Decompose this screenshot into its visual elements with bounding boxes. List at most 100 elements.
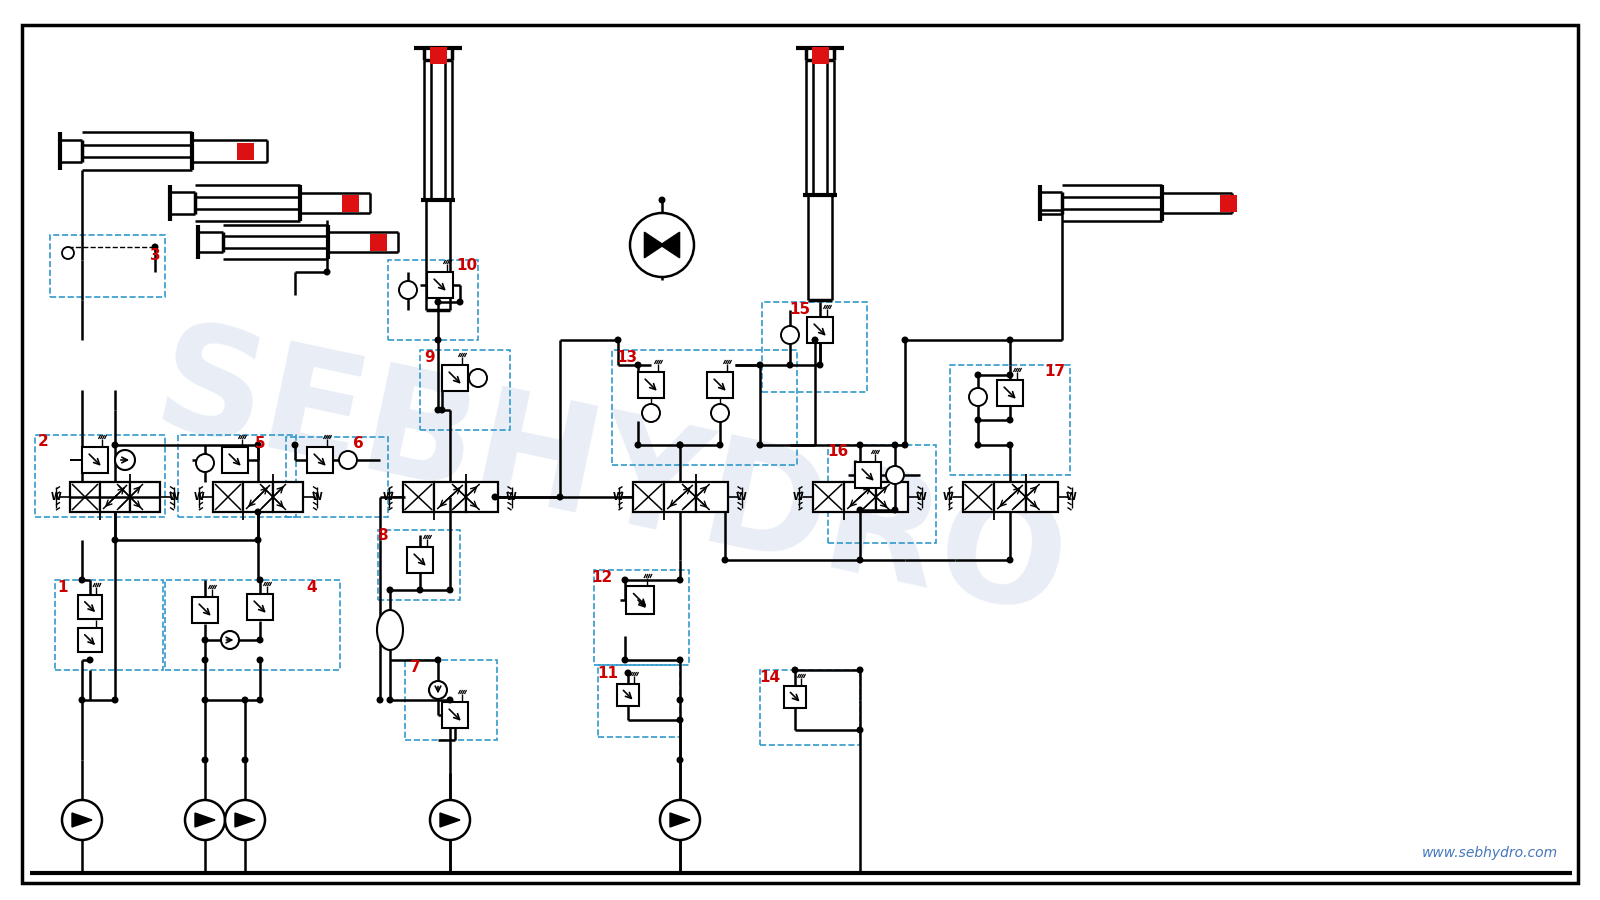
Circle shape [621,577,629,583]
Text: 11: 11 [597,665,619,680]
Bar [406,547,434,573]
Circle shape [1006,442,1013,448]
Text: 1: 1 [58,580,69,595]
Circle shape [221,631,238,649]
Bar [994,482,1026,512]
Polygon shape [195,813,214,827]
Circle shape [398,281,418,299]
Text: W: W [917,492,926,502]
Bar [618,684,638,706]
Text: 6: 6 [352,436,363,451]
Circle shape [677,656,683,663]
Circle shape [717,442,723,448]
Circle shape [323,268,331,275]
Circle shape [435,407,442,413]
Circle shape [446,587,453,593]
Text: W: W [312,492,322,502]
Text: 17: 17 [1045,364,1066,380]
Circle shape [78,577,85,583]
Circle shape [792,667,798,673]
Bar [762,302,867,392]
Circle shape [112,536,118,544]
Bar [378,530,461,600]
Circle shape [901,337,909,344]
Bar [213,482,243,512]
Text: 4: 4 [307,580,317,596]
Text: 10: 10 [456,257,477,273]
Bar [427,272,453,298]
Text: W: W [51,492,61,502]
Text: W: W [736,492,747,502]
Circle shape [557,493,563,500]
Ellipse shape [378,610,403,650]
Circle shape [816,362,824,368]
Bar [829,445,936,543]
Circle shape [456,299,464,305]
Circle shape [242,757,248,763]
Circle shape [1006,337,1013,344]
Circle shape [757,442,763,448]
Circle shape [677,577,683,583]
Circle shape [677,697,683,704]
Circle shape [856,507,864,514]
Bar [707,372,733,398]
Bar [341,194,358,212]
Circle shape [254,442,261,448]
Bar [845,482,875,512]
Circle shape [630,213,694,277]
Circle shape [659,196,666,203]
Bar [611,350,797,465]
Circle shape [416,587,424,593]
Circle shape [78,697,85,704]
Circle shape [387,697,394,704]
Bar [307,447,333,473]
Circle shape [339,451,357,469]
Bar [442,365,467,391]
Bar [950,365,1070,475]
Circle shape [446,697,453,704]
Circle shape [226,800,266,840]
Text: W: W [613,492,624,502]
Bar [387,260,478,340]
Bar [54,580,163,670]
Circle shape [152,244,158,250]
Circle shape [256,656,264,663]
Circle shape [635,362,642,368]
Text: 8: 8 [376,528,387,544]
Bar [99,482,130,512]
Circle shape [642,404,661,422]
Bar [806,317,834,343]
Bar [813,482,845,512]
Bar [243,482,274,512]
Bar [811,47,829,64]
Bar [632,482,664,512]
Circle shape [186,800,226,840]
Circle shape [970,388,987,406]
Circle shape [856,442,864,448]
Bar [626,586,654,614]
Circle shape [710,404,730,422]
Bar [70,482,99,512]
Bar [370,233,387,250]
Bar [696,482,728,512]
Bar [598,665,680,737]
Circle shape [886,466,904,484]
Text: W: W [168,492,179,502]
Bar [664,482,696,512]
Text: 5: 5 [254,436,266,451]
Bar [237,142,253,159]
Bar [1026,482,1058,512]
Circle shape [291,442,299,448]
Circle shape [722,556,728,563]
Bar [246,594,274,620]
Circle shape [62,247,74,259]
Bar [1219,194,1237,212]
Circle shape [974,417,981,424]
Text: 16: 16 [827,445,848,460]
Bar [192,597,218,623]
Bar [638,372,664,398]
Circle shape [614,337,621,344]
Circle shape [1006,417,1013,424]
Bar [419,350,510,430]
Circle shape [856,556,864,563]
